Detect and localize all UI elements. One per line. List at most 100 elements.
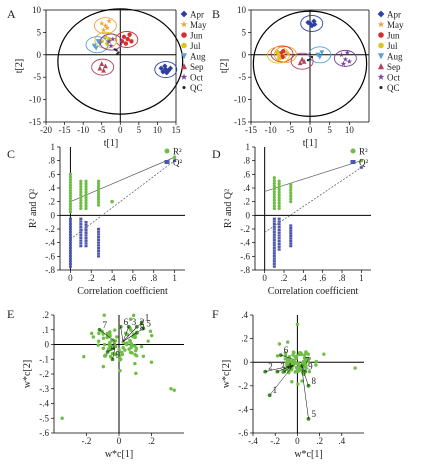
A-point-jun	[123, 41, 129, 46]
B-group-ellipse-jul	[266, 46, 290, 64]
C-point-r2	[96, 184, 101, 189]
E-loading-point	[146, 339, 150, 343]
D-point-q2	[277, 242, 281, 246]
D-point-r2	[272, 190, 276, 194]
E-loading-point	[121, 345, 125, 350]
E-loading-point	[82, 354, 86, 359]
E-loading-point	[134, 348, 138, 353]
F-x-tick-label: .4	[338, 436, 345, 446]
C-point-r2	[96, 203, 101, 207]
C-y-axis-title: R² and Q²	[28, 189, 39, 228]
panel-E: -.2 0 .2 -.6 -.5 -.4 -.3 -.2 -.1 0 .1 .2 w*c[1] w*c[2…	[7, 307, 184, 460]
A-point-may	[104, 25, 110, 31]
C-x-tick-label: .8	[150, 273, 157, 283]
B-y-tick-label: 10	[237, 5, 247, 15]
C-point-q2	[68, 233, 72, 236]
D-point-q2	[272, 222, 276, 226]
C-y-tick-label: 1	[51, 142, 56, 152]
D-point-q2	[289, 242, 293, 245]
C-point-r2	[68, 196, 73, 201]
F-label-arrow	[301, 365, 309, 419]
E-loading-point	[113, 328, 117, 332]
E-loading-point	[101, 336, 106, 340]
C-point-r2	[172, 155, 177, 160]
C-y-tick-label: 0	[51, 210, 56, 220]
C-point-r2	[79, 195, 83, 200]
E-loading-point	[118, 369, 122, 373]
E-label-arrow	[122, 326, 129, 342]
E-loading-point	[123, 348, 127, 352]
D-point-q2	[272, 230, 276, 234]
E-point-label: 4	[111, 342, 116, 352]
B-point-oct	[346, 58, 353, 64]
C-point-r2	[68, 183, 73, 187]
D-point-r2	[289, 182, 293, 187]
C-point-r2	[68, 204, 73, 209]
F-loading-point	[300, 379, 304, 383]
A-x-tick-label: -10	[77, 125, 89, 135]
B-x-tick-label: -10	[265, 125, 277, 135]
B-point-oct	[342, 56, 349, 62]
A-point-jun	[129, 39, 134, 44]
D-point-q2	[277, 220, 281, 223]
D-y-tick-label: -.6	[240, 251, 250, 261]
B-point-may	[279, 51, 286, 58]
C-point-q2	[84, 228, 88, 232]
C-point-r2	[79, 187, 83, 191]
D-point-r2	[277, 193, 281, 197]
D-point-r2	[277, 190, 281, 194]
F-y-tick-label: .2	[241, 334, 248, 344]
C-point-q2	[68, 262, 72, 266]
D-regression-line-r2	[264, 160, 362, 192]
D-x-tick-label: .6	[319, 273, 326, 283]
F-label-arrow	[277, 364, 294, 372]
F-point-label: 8	[312, 376, 317, 386]
A-point-jun	[121, 34, 127, 40]
E-loading-point	[148, 329, 153, 334]
F-loading-point	[285, 340, 290, 344]
A-point-oct	[110, 36, 116, 42]
D-x-tick-label: 1	[359, 273, 364, 283]
A-legend-marker-sep	[180, 63, 188, 70]
B-point-jun	[281, 49, 286, 54]
A-y-tick-label: 0	[37, 50, 42, 60]
C-point-r2	[79, 193, 83, 197]
C-y-tick-label: -.2	[45, 224, 55, 234]
B-legend-marker-jun	[378, 32, 384, 38]
A-group-ellipse-apr	[154, 61, 178, 78]
C-point-q2	[68, 249, 72, 252]
C-point-q2	[79, 244, 83, 248]
E-loading-point	[117, 358, 122, 362]
C-point-q2	[84, 242, 88, 245]
B-x-axis-title: t[1]	[303, 138, 317, 149]
C-point-q2	[68, 241, 72, 244]
D-legend-marker-q2	[350, 160, 356, 164]
F-point-label: 1	[273, 385, 278, 395]
D-point-r2	[359, 158, 364, 163]
D-point-q2	[272, 233, 276, 236]
D-y-tick-label: .4	[243, 183, 250, 193]
A-legend-marker-aug	[180, 53, 188, 60]
C-point-q2	[68, 236, 72, 239]
E-loading-point	[108, 354, 113, 359]
E-loading-point	[117, 354, 122, 358]
E-loading-point	[96, 343, 100, 347]
C-point-q2	[97, 236, 101, 239]
C-point-q2	[68, 228, 72, 231]
D-y-axis-title: R² and Q²	[223, 189, 234, 228]
F-point-label: 4	[287, 362, 292, 372]
A-point-apr	[160, 69, 166, 75]
A-point-oct	[108, 43, 114, 49]
C-point-r2	[84, 193, 88, 197]
D-legend-label-q2: Q²	[359, 158, 368, 168]
F-loading-point	[277, 342, 282, 346]
C-point-r2	[79, 185, 83, 189]
E-loading-point	[102, 342, 107, 347]
C-point-q2	[68, 260, 72, 263]
E-label-arrow	[120, 326, 124, 342]
C-point-r2	[68, 186, 73, 190]
C-point-q2	[84, 231, 88, 234]
A-x-axis-title: t[1]	[104, 138, 118, 149]
A-y-axis-title: t[2]	[14, 59, 25, 73]
A-y-tick-label: -10	[29, 95, 41, 105]
